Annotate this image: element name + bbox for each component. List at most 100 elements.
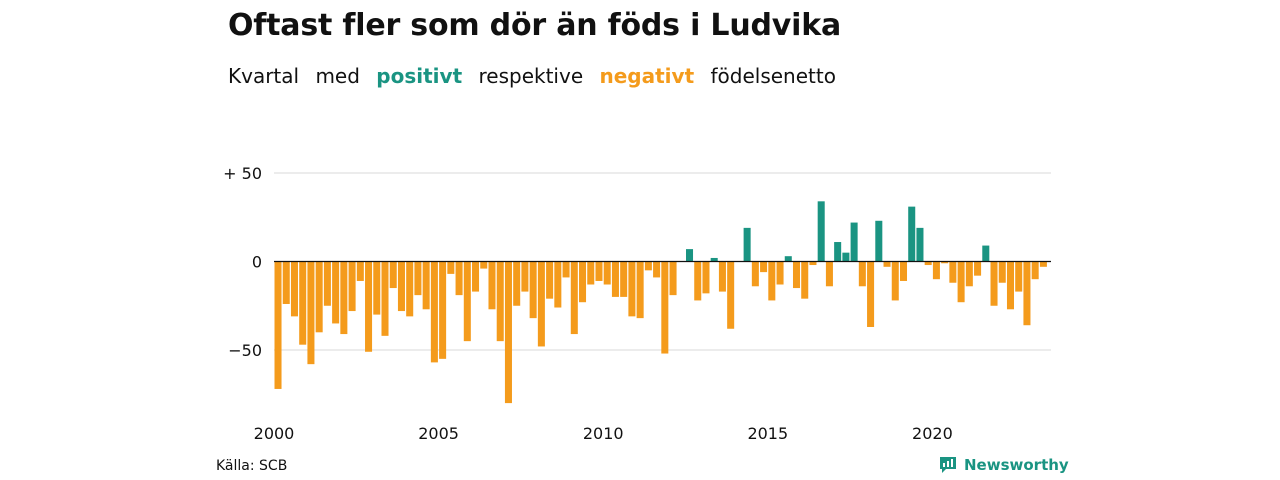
bar: [521, 261, 529, 292]
bar: [529, 261, 537, 319]
bar: [340, 261, 348, 335]
bar: [472, 261, 480, 292]
bar: [537, 261, 545, 347]
bar: [455, 261, 463, 296]
bar: [611, 261, 619, 297]
bar: [315, 261, 323, 333]
bar: [274, 261, 282, 389]
bar: [727, 261, 735, 329]
bar: [751, 261, 759, 287]
subtitle-word-med: med: [315, 64, 360, 88]
bar: [842, 252, 850, 262]
subtitle-positive-label: positivt: [376, 64, 463, 88]
x-tick-label: 2000: [254, 424, 295, 443]
bar: [916, 227, 924, 262]
brand-logo[interactable]: Newsworthy: [938, 455, 1069, 475]
chart-title: Oftast fler som dör än föds i Ludvika: [228, 8, 841, 43]
bar: [908, 206, 916, 262]
bar: [587, 261, 595, 285]
bar: [965, 261, 973, 287]
bar: [768, 261, 776, 301]
brand-name: Newsworthy: [964, 456, 1069, 474]
bar: [694, 261, 702, 301]
bar: [480, 261, 488, 269]
bar: [496, 261, 504, 342]
bar: [743, 227, 751, 262]
bar: [949, 261, 957, 283]
bar: [661, 261, 669, 354]
y-tick-label: −50: [228, 341, 262, 360]
bar: [439, 261, 447, 359]
bar: [644, 261, 652, 271]
bar: [1031, 261, 1039, 280]
bar: [792, 261, 801, 289]
bar: [809, 261, 817, 266]
bar: [422, 261, 430, 310]
bar: [463, 261, 471, 342]
bar: [1006, 261, 1014, 310]
bar: [373, 261, 381, 315]
bar: [1015, 261, 1023, 292]
bar: [924, 261, 932, 266]
bar: [998, 261, 1006, 283]
bar: [389, 261, 397, 289]
bar: [430, 261, 438, 363]
bar: [702, 261, 710, 294]
bar: [825, 261, 833, 287]
bar: [562, 261, 570, 278]
bar: [899, 261, 908, 281]
bar: [381, 261, 389, 336]
bar: [760, 261, 768, 273]
bar: [776, 261, 784, 285]
bar: [653, 261, 661, 278]
bar: [957, 261, 965, 303]
bar: [710, 257, 718, 262]
source-note: Källa: SCB: [216, 458, 288, 474]
bar: [447, 261, 455, 274]
x-tick-label: 2010: [583, 424, 624, 443]
bar: [932, 261, 940, 280]
bar: [982, 245, 990, 262]
bar: [620, 261, 628, 297]
bar: [834, 242, 842, 262]
x-tick-label: 2005: [418, 424, 459, 443]
bar: [891, 261, 899, 301]
y-tick-label: 0: [252, 253, 262, 272]
bar: [636, 261, 644, 319]
bar: [579, 261, 587, 303]
bar: [801, 261, 809, 299]
bar: [323, 261, 331, 306]
bar: [1023, 261, 1031, 326]
bar: [974, 261, 982, 276]
bar: [628, 261, 636, 317]
bar: [718, 261, 726, 292]
subtitle-word-respektive: respektive: [478, 64, 584, 88]
bar: [513, 261, 521, 306]
bar: [554, 261, 562, 308]
bar: [397, 261, 405, 312]
bar: [365, 261, 373, 352]
bar: [817, 201, 825, 262]
bar: [282, 261, 290, 304]
subtitle-negative-label: negativt: [599, 64, 695, 88]
bar: [1039, 261, 1047, 267]
bar: [595, 261, 603, 281]
bar: [332, 261, 340, 324]
y-tick-label: + 50: [223, 164, 262, 183]
bar: [307, 261, 315, 365]
bar: [406, 261, 414, 317]
bar: [488, 261, 496, 310]
bar: [941, 261, 949, 264]
subtitle-word-kvartal: Kvartal: [228, 64, 300, 88]
bar: [686, 249, 694, 262]
x-tick-label: 2020: [912, 424, 953, 443]
bar: [504, 261, 512, 404]
bar: [850, 222, 858, 262]
bar: [570, 261, 578, 335]
bar: [784, 256, 792, 262]
bar: [546, 261, 554, 299]
chart-subtitle: Kvartal med positivt respektive negativt…: [228, 64, 846, 88]
bar: [669, 261, 677, 296]
bar: [290, 261, 298, 317]
